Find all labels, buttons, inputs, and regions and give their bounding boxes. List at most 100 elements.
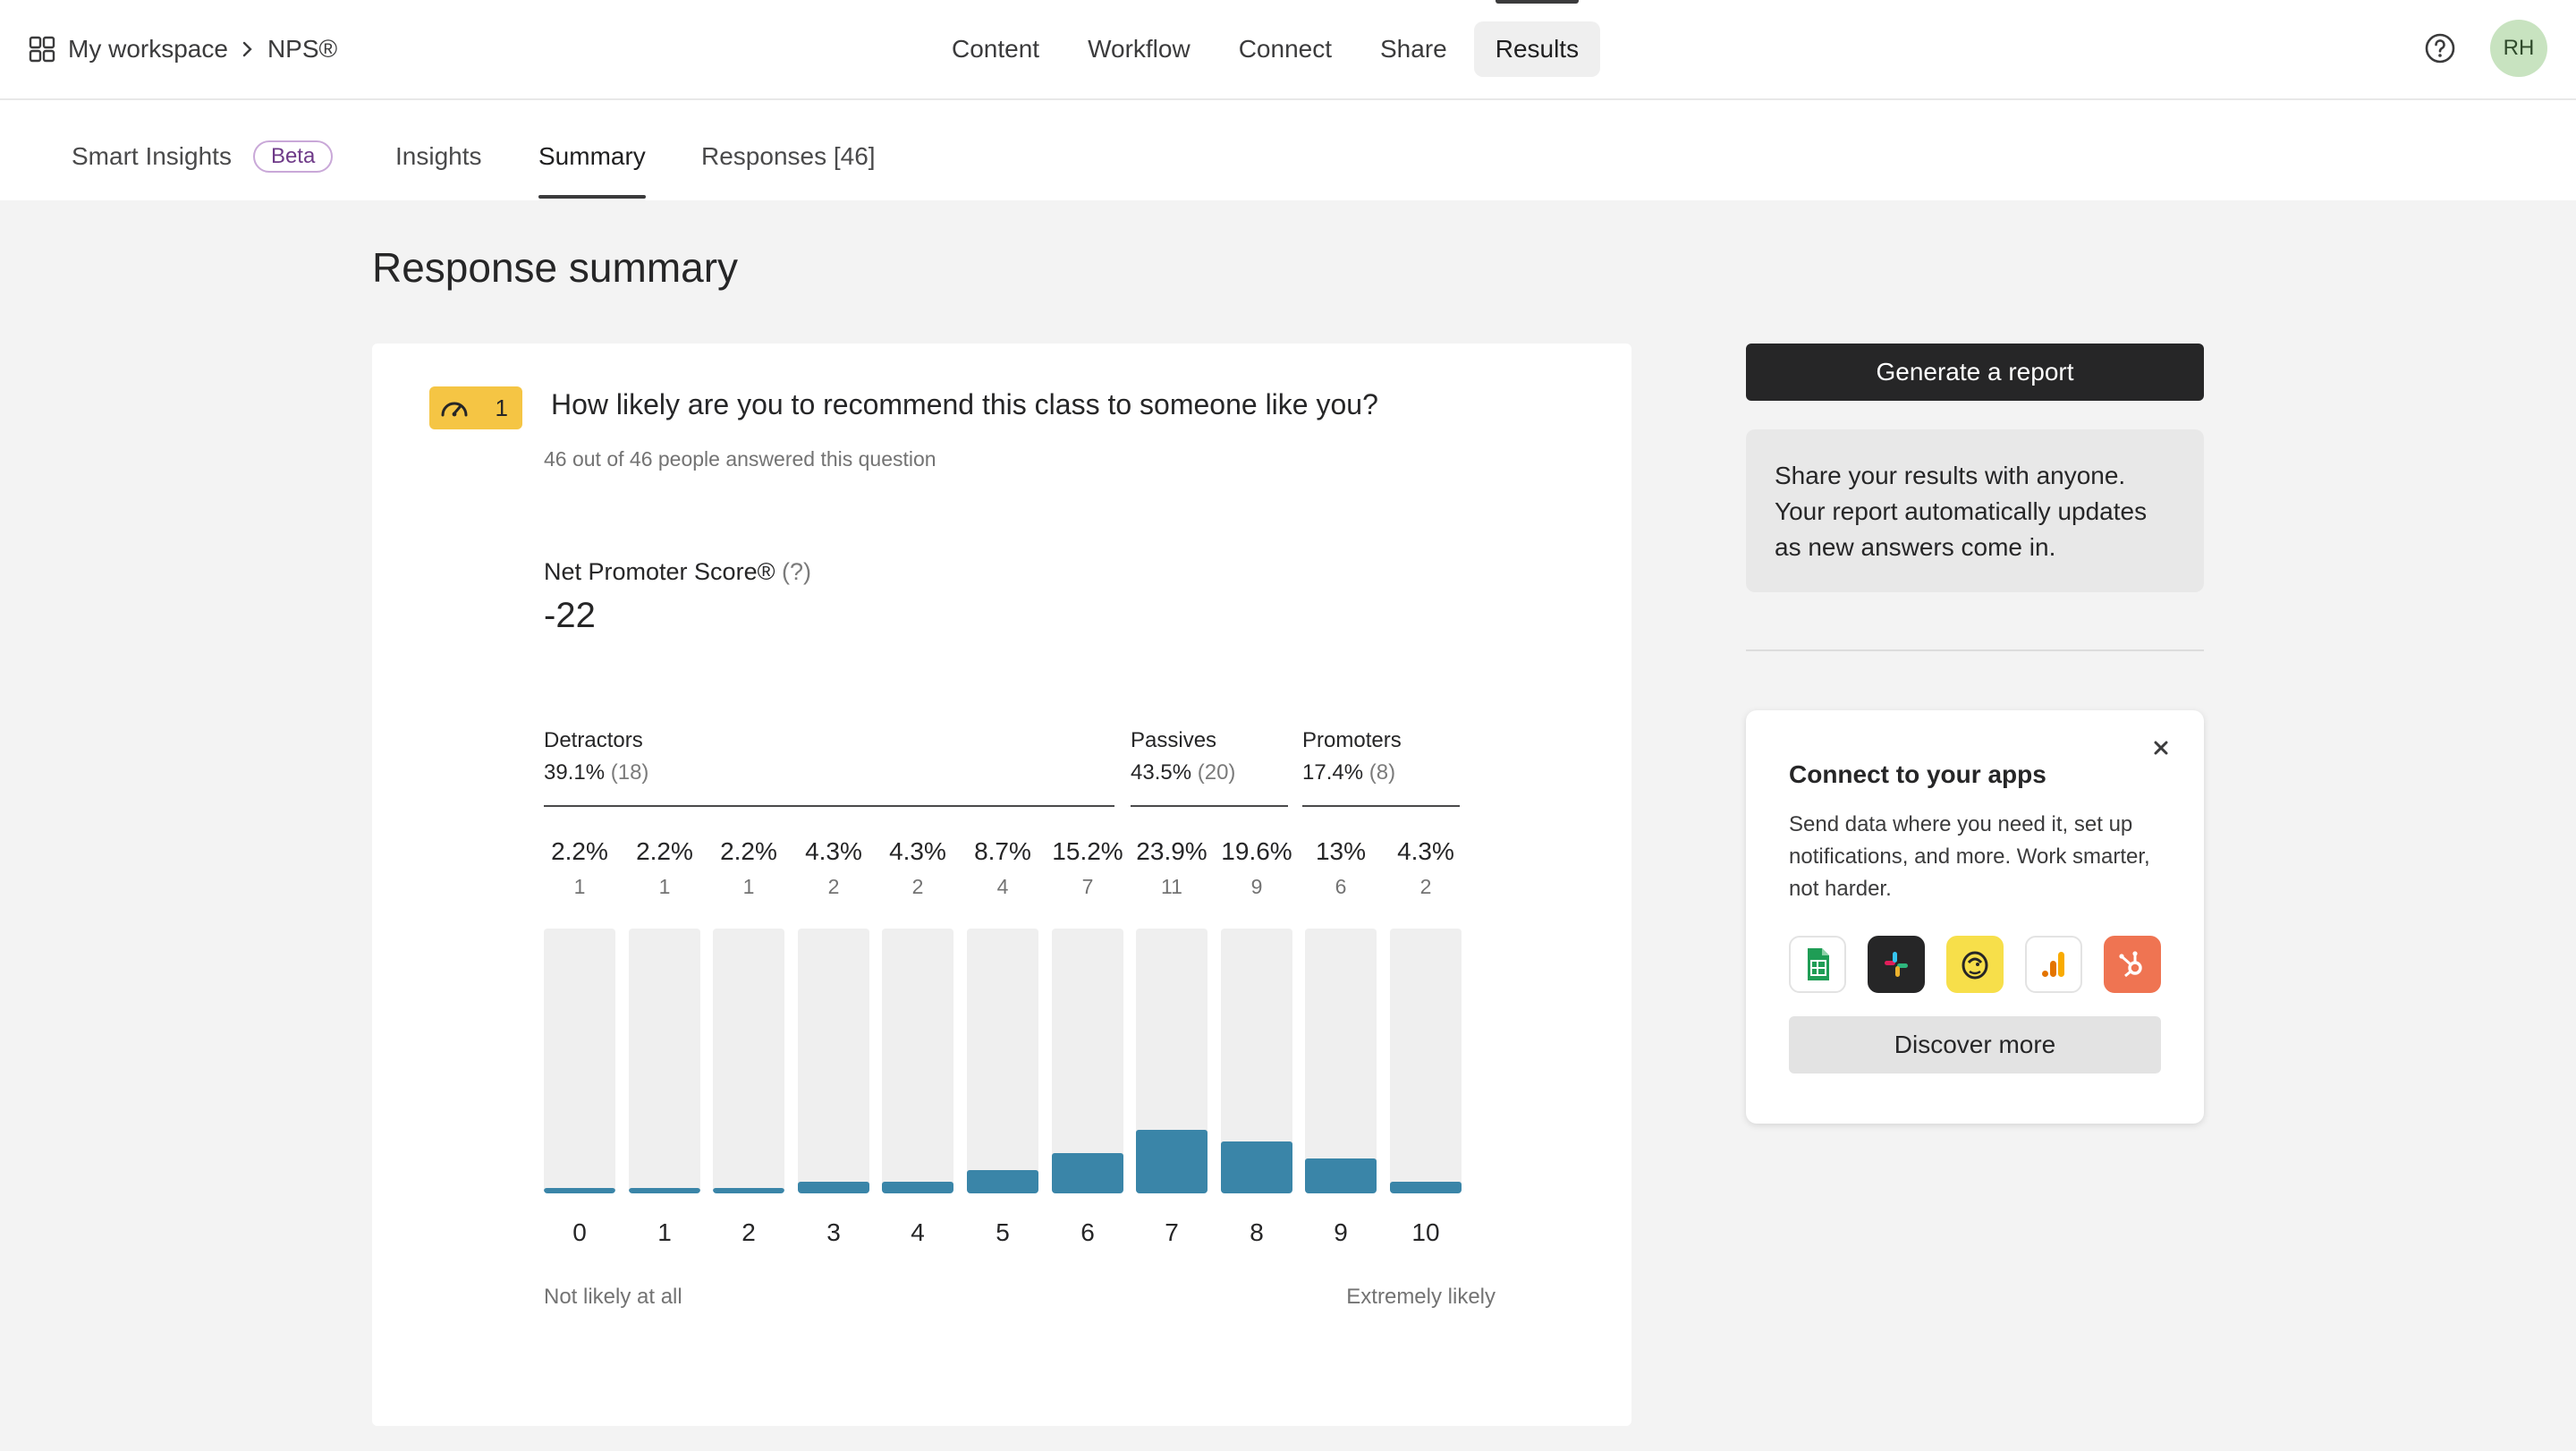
bar-3: [798, 1182, 869, 1193]
bar-1: [629, 1188, 700, 1193]
bar-track-9[interactable]: [1305, 929, 1377, 1193]
tab-smart-insights-label: Smart Insights: [72, 142, 232, 170]
detractors-group: Detractors 39.1% (18): [544, 728, 1114, 807]
detractors-count: (18): [610, 760, 649, 785]
close-icon[interactable]: [2150, 737, 2172, 759]
grid-icon[interactable]: [29, 36, 55, 63]
bar-percent-8: 19.6%: [1221, 837, 1292, 865]
x-tick-1: 1: [657, 1218, 672, 1246]
nav-results[interactable]: Results: [1473, 0, 1601, 77]
nav-workflow[interactable]: Workflow: [1088, 35, 1191, 63]
question-badge: 1: [429, 386, 522, 429]
google-sheets-icon[interactable]: [1789, 936, 1846, 993]
bar-count-6: 7: [1081, 875, 1094, 898]
generate-report-button[interactable]: Generate a report: [1746, 344, 2204, 401]
avatar[interactable]: RH: [2490, 20, 2547, 77]
bar-count-9: 6: [1335, 875, 1347, 898]
bar-track-4[interactable]: [882, 929, 953, 1193]
bar-6: [1052, 1153, 1123, 1193]
promoters-group: Promoters 17.4% (8): [1302, 728, 1460, 807]
scale-left-label: Not likely at all: [544, 1285, 682, 1309]
promoters-pct: 17.4%: [1302, 760, 1364, 785]
bar-track-3[interactable]: [798, 929, 869, 1193]
app-list: [1789, 936, 2161, 993]
scale-right-label: Extremely likely: [1346, 1285, 1496, 1309]
bar-track-0[interactable]: [544, 929, 615, 1193]
question-number: 1: [495, 394, 508, 421]
tab-responses[interactable]: Responses [46]: [701, 142, 876, 170]
x-tick-7: 7: [1165, 1218, 1179, 1246]
x-tick-6: 6: [1080, 1218, 1095, 1246]
bar-track-2[interactable]: [713, 929, 784, 1193]
sub-tabs: Smart Insights Beta Insights Summary Res…: [0, 100, 2576, 200]
detractors-pct: 39.1%: [544, 760, 606, 785]
tab-summary[interactable]: Summary: [538, 134, 646, 199]
nps-label-text: Net Promoter Score®: [544, 558, 775, 585]
bar-percent-5: 8.7%: [974, 837, 1031, 865]
bar-track-5[interactable]: [967, 929, 1038, 1193]
discover-more-button[interactable]: Discover more: [1789, 1016, 2161, 1073]
bar-percent-0: 2.2%: [551, 837, 608, 865]
page-title: Response summary: [372, 244, 739, 291]
question-card: 1 How likely are you to recommend this c…: [372, 344, 1631, 1426]
promoters-count: (8): [1368, 760, 1396, 785]
hubspot-icon[interactable]: [2104, 936, 2161, 993]
bar-track-8[interactable]: [1221, 929, 1292, 1193]
nps-help[interactable]: (?): [782, 558, 811, 585]
breadcrumb-form[interactable]: NPS®: [267, 35, 338, 63]
mailchimp-icon[interactable]: [1946, 936, 2004, 993]
bar-4: [882, 1182, 953, 1193]
bar-track-1[interactable]: [629, 929, 700, 1193]
connect-title: Connect to your apps: [1789, 760, 2046, 788]
share-info: Share your results with anyone. Your rep…: [1746, 429, 2204, 592]
tab-smart-insights[interactable]: Smart Insights Beta: [72, 134, 334, 179]
slack-icon[interactable]: [1868, 936, 1925, 993]
bar-track-10[interactable]: [1390, 929, 1462, 1193]
connect-apps-card: Connect to your apps Send data where you…: [1746, 710, 2204, 1124]
google-analytics-icon[interactable]: [2025, 936, 2082, 993]
nav-content[interactable]: Content: [952, 35, 1040, 63]
x-tick-4: 4: [911, 1218, 925, 1246]
bar-0: [544, 1188, 615, 1193]
x-tick-9: 9: [1334, 1218, 1348, 1246]
bar-percent-1: 2.2%: [636, 837, 693, 865]
nav-share[interactable]: Share: [1380, 35, 1447, 63]
question-text: How likely are you to recommend this cla…: [551, 388, 1378, 420]
bar-track-7[interactable]: [1136, 929, 1208, 1193]
bar-percent-2: 2.2%: [720, 837, 777, 865]
bar-percent-10: 4.3%: [1397, 837, 1454, 865]
bar-percent-3: 4.3%: [805, 837, 862, 865]
bar-label-10: 4.3% 2: [1390, 834, 1462, 900]
chevron-right-icon: [242, 41, 252, 57]
bar-label-0: 2.2% 1: [544, 834, 615, 900]
bar-count-8: 9: [1250, 875, 1263, 898]
promoters-label: Promoters: [1302, 728, 1402, 752]
bar-percent-4: 4.3%: [889, 837, 946, 865]
passives-pct: 43.5%: [1131, 760, 1192, 785]
help-icon[interactable]: [2422, 30, 2458, 66]
x-tick-8: 8: [1250, 1218, 1264, 1246]
x-tick-5: 5: [996, 1218, 1010, 1246]
bar-label-5: 8.7% 4: [967, 834, 1038, 900]
x-tick-3: 3: [826, 1218, 841, 1246]
bar-count-7: 11: [1161, 875, 1182, 898]
nav-connect[interactable]: Connect: [1238, 35, 1332, 63]
top-bar: My workspace NPS® Content Workflow Conne…: [0, 0, 2576, 100]
nps-label: Net Promoter Score® (?): [544, 558, 811, 586]
breadcrumb-workspace[interactable]: My workspace: [68, 35, 228, 63]
bar-label-6: 15.2% 7: [1052, 834, 1123, 900]
passives-group: Passives 43.5% (20): [1131, 728, 1288, 807]
bar-count-5: 4: [996, 875, 1009, 898]
breadcrumb: My workspace NPS®: [29, 30, 337, 68]
bar-label-4: 4.3% 2: [882, 834, 953, 900]
bar-track-6[interactable]: [1052, 929, 1123, 1193]
bar-label-7: 23.9% 11: [1136, 834, 1208, 900]
bar-percent-7: 23.9%: [1136, 837, 1208, 865]
bar-label-3: 4.3% 2: [798, 834, 869, 900]
bar-8: [1221, 1141, 1292, 1193]
bar-10: [1390, 1182, 1462, 1193]
bar-label-2: 2.2% 1: [713, 834, 784, 900]
tab-insights[interactable]: Insights: [395, 142, 482, 170]
bar-label-1: 2.2% 1: [629, 834, 700, 900]
passives-count: (20): [1197, 760, 1236, 785]
